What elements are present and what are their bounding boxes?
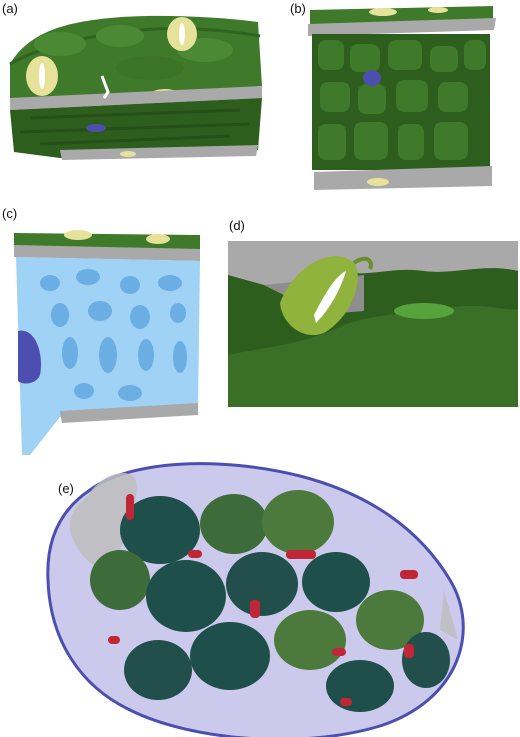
mitochondria-group: [108, 494, 418, 706]
panel-c-render: [14, 230, 200, 455]
panel-d-render: [228, 241, 518, 407]
panel-e: (e): [40, 460, 480, 737]
panel-e-render: [46, 462, 465, 737]
stoma-a1: [26, 56, 58, 96]
panel-label-e: (e): [58, 481, 74, 496]
panel-label-d: (d): [229, 218, 245, 233]
panel-label-c: (c): [2, 206, 18, 221]
chloroplast-group: [90, 490, 450, 712]
stoma-a2: [167, 17, 197, 51]
panel-b: (b): [288, 0, 520, 200]
panel-d: (d): [224, 215, 520, 410]
stoma-d: [280, 256, 373, 336]
panel-a-render: [9, 15, 262, 160]
panel-label-b: (b): [290, 1, 306, 16]
panel-a: (a): [0, 0, 268, 185]
panel-label-a: (a): [2, 1, 18, 16]
panel-c: (c): [0, 205, 215, 467]
panel-b-render: [308, 6, 496, 190]
